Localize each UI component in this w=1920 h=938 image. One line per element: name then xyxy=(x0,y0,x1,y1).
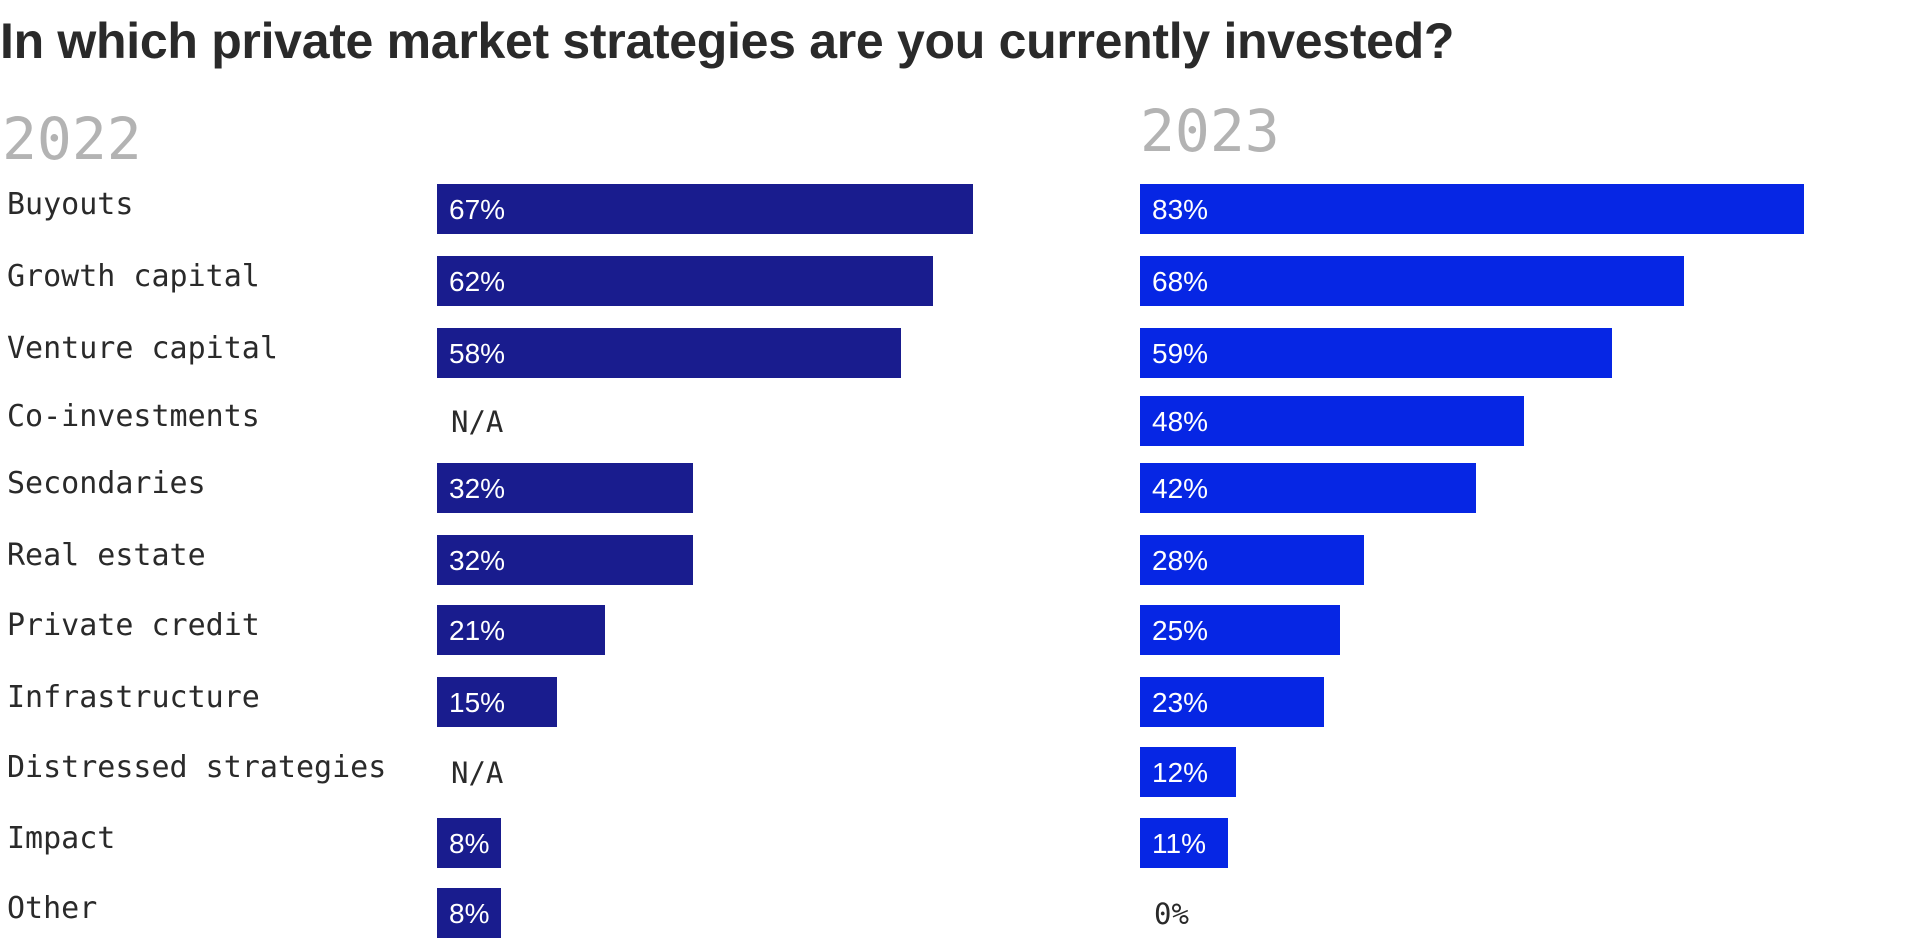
bar-label-2023-growth-capital: 68% xyxy=(1152,266,1209,297)
panel-title-2022: 2022 xyxy=(2,105,142,173)
bar-2022-secondaries xyxy=(437,463,693,513)
bar-2022-other xyxy=(437,888,501,938)
category-label-infrastructure: Infrastructure xyxy=(7,680,260,715)
category-label-buyouts: Buyouts xyxy=(7,187,134,222)
bar-label-2022-co-investments: N/A xyxy=(451,405,504,439)
bar-label-2022-private-credit: 21% xyxy=(449,615,506,646)
bar-label-2023-secondaries: 42% xyxy=(1152,473,1209,504)
bar-label-2022-growth-capital: 62% xyxy=(449,266,506,297)
bar-2023-buyouts xyxy=(1140,184,1804,234)
bar-label-2023-private-credit: 25% xyxy=(1152,615,1209,646)
bar-label-2023-distressed-strategies: 12% xyxy=(1152,757,1209,788)
bar-2023-growth-capital xyxy=(1140,256,1684,306)
category-label-real-estate: Real estate xyxy=(7,538,206,573)
chart-title: In which private market strategies are y… xyxy=(0,13,1455,69)
bar-2023-distressed-strategies xyxy=(1140,747,1236,797)
bar-2022-growth-capital xyxy=(437,256,933,306)
bar-label-2022-distressed-strategies: N/A xyxy=(451,756,504,790)
bar-label-2023-co-investments: 48% xyxy=(1152,406,1209,437)
bar-2023-secondaries xyxy=(1140,463,1476,513)
bar-2022-real-estate xyxy=(437,535,693,585)
category-label-impact: Impact xyxy=(7,821,116,856)
bar-2022-impact xyxy=(437,818,501,868)
bar-label-2022-infrastructure: 15% xyxy=(449,687,506,718)
bar-2022-venture-capital xyxy=(437,328,901,378)
bar-2023-venture-capital xyxy=(1140,328,1612,378)
bar-2022-private-credit xyxy=(437,605,605,655)
bar-label-2022-real-estate: 32% xyxy=(449,545,506,576)
category-label-distressed-strategies: Distressed strategies xyxy=(7,750,387,785)
bar-2023-private-credit xyxy=(1140,605,1340,655)
bar-label-2022-buyouts: 67% xyxy=(449,194,506,225)
bar-2023-co-investments xyxy=(1140,396,1524,446)
category-label-other: Other xyxy=(7,891,98,926)
category-label-secondaries: Secondaries xyxy=(7,466,206,501)
category-label-co-investments: Co-investments xyxy=(7,399,260,434)
category-label-private-credit: Private credit xyxy=(7,608,260,643)
bar-label-2023-other: 0% xyxy=(1154,897,1189,931)
bar-2023-impact xyxy=(1140,818,1228,868)
bar-2023-real-estate xyxy=(1140,535,1364,585)
bar-label-2022-other: 8% xyxy=(449,898,490,929)
bar-label-2023-impact: 11% xyxy=(1152,828,1206,859)
bar-label-2022-impact: 8% xyxy=(449,828,490,859)
bar-label-2023-real-estate: 28% xyxy=(1152,545,1209,576)
category-label-venture-capital: Venture capital xyxy=(7,331,278,366)
bar-label-2023-buyouts: 83% xyxy=(1152,194,1209,225)
bar-2022-buyouts xyxy=(437,184,973,234)
bar-label-2023-venture-capital: 59% xyxy=(1152,338,1209,369)
panel-title-2023: 2023 xyxy=(1140,97,1280,165)
bar-2023-infrastructure xyxy=(1140,677,1324,727)
category-label-growth-capital: Growth capital xyxy=(7,259,260,294)
bar-2022-infrastructure xyxy=(437,677,557,727)
bar-label-2022-venture-capital: 58% xyxy=(449,338,506,369)
bar-label-2022-secondaries: 32% xyxy=(449,473,506,504)
bar-label-2023-infrastructure: 23% xyxy=(1152,687,1209,718)
